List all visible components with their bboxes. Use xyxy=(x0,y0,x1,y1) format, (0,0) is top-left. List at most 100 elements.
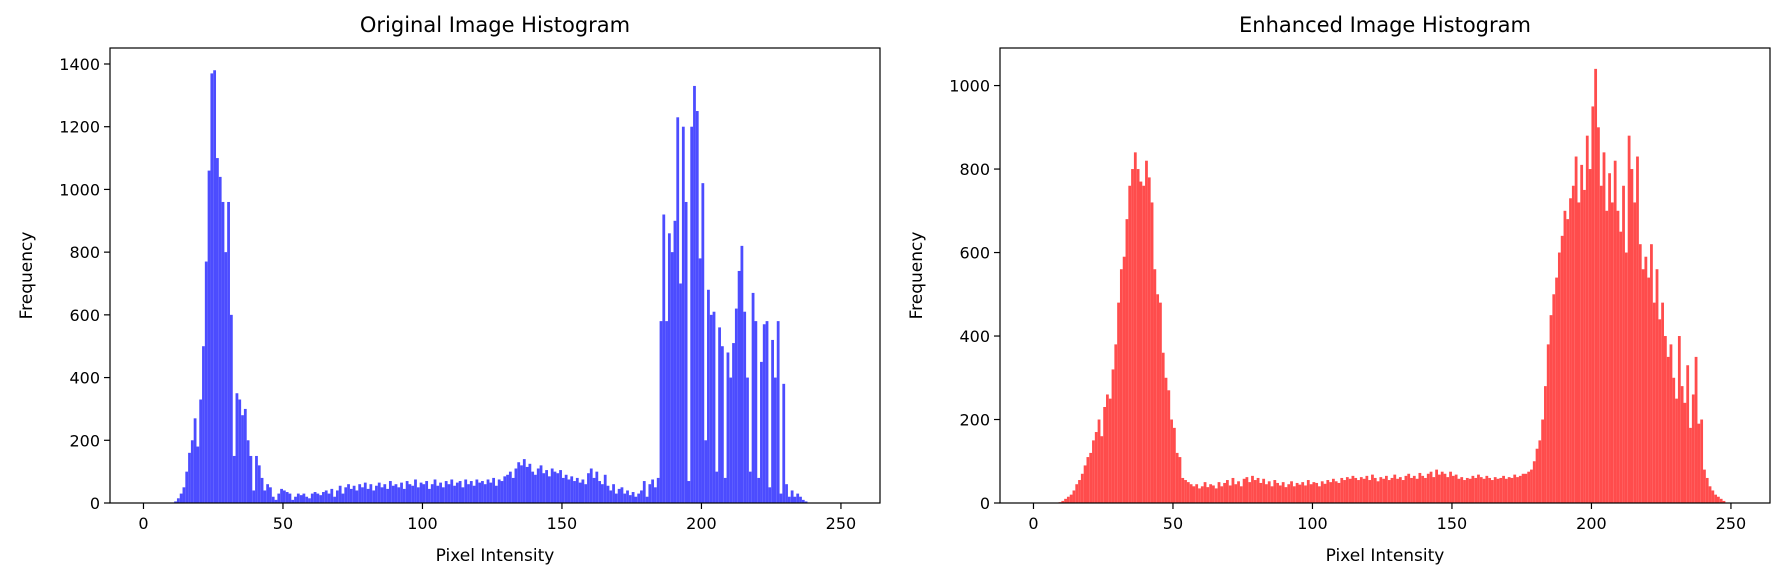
histogram-bar xyxy=(1510,477,1514,503)
histogram-bar xyxy=(698,258,702,503)
histogram-bar xyxy=(1078,480,1081,503)
histogram-bar xyxy=(1638,244,1642,503)
histogram-bar xyxy=(1471,475,1475,503)
histogram-bar xyxy=(1666,356,1670,503)
histogram-bar xyxy=(1354,477,1358,503)
histogram-bar xyxy=(1700,419,1704,503)
histogram-bar xyxy=(626,490,629,503)
histogram-bar xyxy=(667,233,671,503)
histogram-bar xyxy=(260,477,264,503)
histogram-bar xyxy=(1396,478,1399,503)
y-tick-label: 200 xyxy=(959,411,990,430)
histogram-bar xyxy=(319,495,323,503)
histogram-bar xyxy=(330,488,334,503)
histogram-bar xyxy=(1401,480,1405,503)
histogram-bar xyxy=(344,487,348,503)
histogram-bar xyxy=(606,485,610,503)
histogram-bar xyxy=(492,477,495,503)
y-tick-label: 800 xyxy=(959,160,990,179)
histogram-bar xyxy=(436,485,440,503)
histogram-bar xyxy=(478,482,482,503)
histogram-bar xyxy=(235,393,239,503)
histogram-bar xyxy=(1278,485,1282,503)
histogram-bar xyxy=(1287,484,1291,503)
histogram-bar xyxy=(1256,477,1260,503)
histogram-bar xyxy=(1237,481,1240,503)
histogram-bar xyxy=(1083,465,1087,503)
histogram-bar xyxy=(1440,471,1444,503)
histogram-bar xyxy=(1661,302,1664,503)
histogram-bar xyxy=(1502,475,1505,503)
histogram-bar xyxy=(1273,480,1277,503)
histogram-bar xyxy=(1290,481,1293,503)
histogram-bar xyxy=(291,499,295,503)
histogram-bar xyxy=(1451,475,1455,503)
histogram-bar xyxy=(1474,477,1478,503)
histogram-bar xyxy=(1669,344,1673,503)
histogram-bar xyxy=(712,311,716,503)
histogram-bar xyxy=(773,377,777,503)
histogram-bar xyxy=(481,481,484,503)
histogram-bar xyxy=(1214,488,1218,503)
histogram-bar xyxy=(1563,210,1567,504)
histogram-bar xyxy=(386,488,389,503)
histogram-bar xyxy=(1410,477,1413,503)
histogram-bar xyxy=(1616,210,1620,504)
histogram-bar xyxy=(531,471,535,503)
histogram-bar xyxy=(1181,477,1185,503)
histogram-bar xyxy=(349,488,353,503)
plot-frame xyxy=(109,47,881,504)
histogram-bar xyxy=(771,339,774,503)
histogram-bar xyxy=(1111,369,1115,503)
histogram-bar xyxy=(1460,477,1464,503)
histogram-bar xyxy=(1585,135,1589,503)
histogram-bar xyxy=(1716,496,1720,503)
histogram-bar xyxy=(216,158,219,503)
histogram-bar xyxy=(1446,477,1450,503)
histogram-bar xyxy=(380,487,384,503)
histogram-bar xyxy=(1491,480,1494,503)
histogram-bar xyxy=(1493,477,1497,503)
histogram-bar xyxy=(1694,356,1698,503)
histogram-bar xyxy=(1602,152,1606,504)
histogram-bar xyxy=(1613,160,1617,503)
histogram-bar xyxy=(1468,478,1472,503)
histogram-bar xyxy=(1507,477,1511,503)
y-tick-label: 1400 xyxy=(59,55,100,74)
histogram-bar xyxy=(416,487,420,503)
histogram-bar xyxy=(196,446,200,503)
histogram-bar xyxy=(645,496,649,503)
histogram-bar xyxy=(701,183,705,504)
histogram-bar xyxy=(1161,352,1165,503)
histogram-bar xyxy=(654,487,657,503)
histogram-bar xyxy=(1351,475,1355,503)
histogram-bar xyxy=(740,245,744,503)
histogram-bar xyxy=(1103,406,1107,503)
histogram-bar xyxy=(400,482,403,503)
y-tick-label: 200 xyxy=(69,431,100,450)
histogram-bar xyxy=(204,261,208,503)
histogram-bar xyxy=(522,459,526,503)
histogram-bar xyxy=(1122,256,1126,503)
histogram-bar xyxy=(1212,485,1215,503)
histogram-bar xyxy=(737,270,741,503)
histogram-bar xyxy=(542,473,546,503)
histogram-bar xyxy=(363,482,367,503)
histogram-bar xyxy=(305,496,309,503)
histogram-bar xyxy=(1711,490,1715,503)
histogram-bar xyxy=(1334,481,1338,503)
plot-frame xyxy=(999,47,1771,504)
histogram-bar xyxy=(1680,386,1684,503)
histogram-bar xyxy=(1172,427,1176,503)
histogram-bar xyxy=(1323,483,1327,503)
histogram-bar xyxy=(1198,488,1201,503)
histogram-bar xyxy=(352,485,356,503)
histogram-bar xyxy=(1532,461,1536,503)
histogram-bar xyxy=(1571,185,1575,503)
histogram-bar xyxy=(1245,477,1249,503)
histogram-bar xyxy=(1270,486,1274,503)
histogram-bar xyxy=(257,465,261,503)
histogram-bar xyxy=(179,493,183,503)
histogram-bar xyxy=(1488,477,1492,503)
histogram-bar xyxy=(296,493,300,503)
